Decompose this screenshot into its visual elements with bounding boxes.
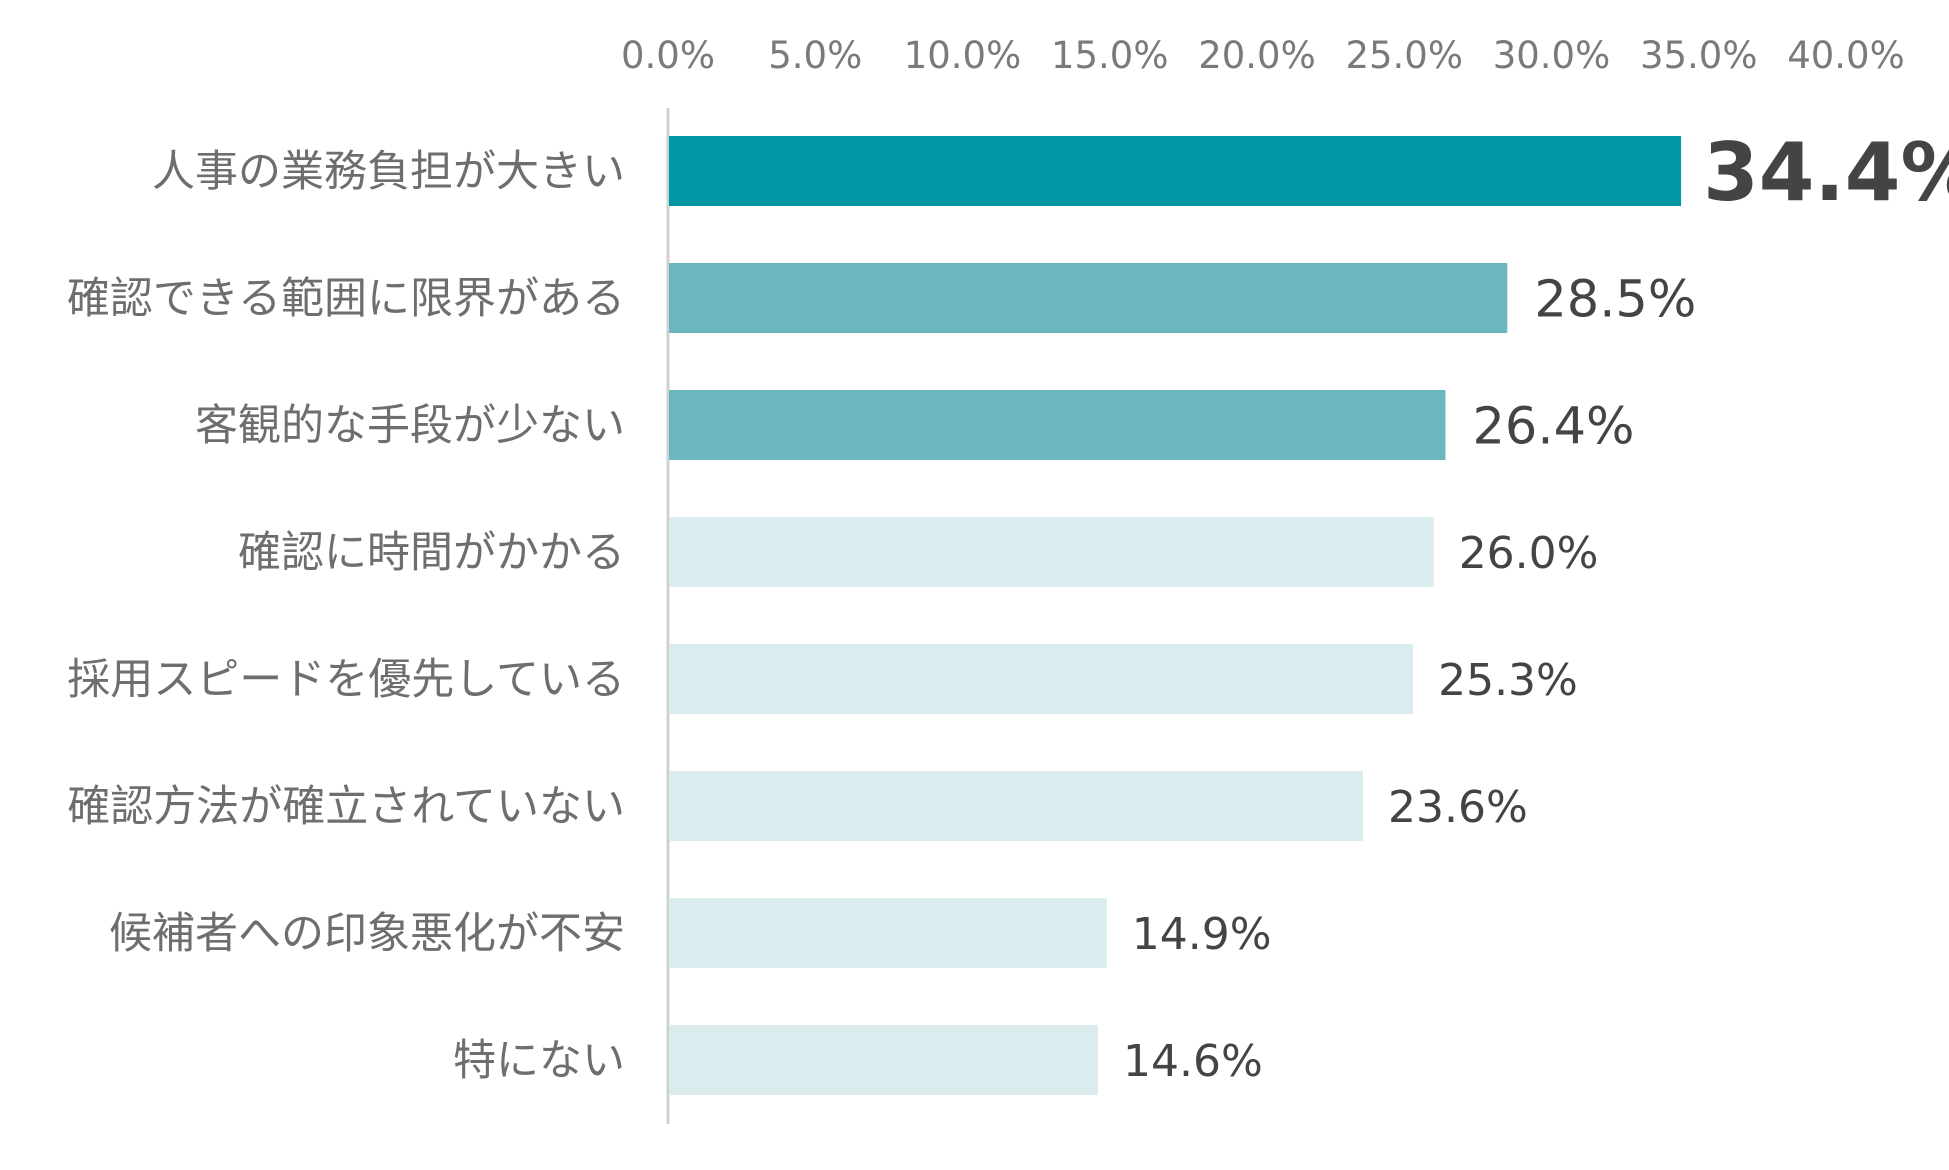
x-tick-label: 35.0% (1640, 34, 1758, 77)
value-label: 26.4% (1472, 397, 1634, 456)
bar (669, 898, 1107, 968)
x-axis-ticks: 0.0% 5.0% 10.0% 15.0% 20.0% 25.0% 30.0% 35.0% 40… (621, 34, 1905, 77)
value-label: 14.9% (1132, 909, 1272, 960)
x-tick-label: 25.0% (1345, 34, 1463, 77)
category-labels: 人事の業務負担が大きい確認できる範囲に限界がある客観的な手段が少ない確認に時間が… (67, 147, 625, 1086)
value-label: 26.0% (1459, 528, 1599, 579)
x-tick-label: 40.0% (1787, 34, 1905, 77)
category-label: 確認方法が確立されていない (67, 782, 625, 832)
x-tick-label: 10.0% (904, 34, 1022, 77)
category-label: 確認に時間がかかる (238, 528, 625, 578)
bars-group (669, 136, 1682, 1095)
value-labels: 34.4%28.5% 26.4% 26.0% 25.3% 23.6% 14.9% 14.6% (1123, 126, 1949, 1087)
value-label: 25.3% (1438, 655, 1578, 706)
bar (669, 1025, 1098, 1095)
bar (669, 263, 1508, 333)
category-label: 確認できる範囲に限界がある (67, 274, 625, 324)
category-label: 候補者への印象悪化が不安 (109, 909, 625, 959)
bar (669, 771, 1364, 841)
category-label: 採用スピードを優先している (67, 655, 625, 705)
value-label: 34.4% (1703, 126, 1949, 219)
x-tick-label: 15.0% (1051, 34, 1169, 77)
value-label: 23.6% (1388, 782, 1528, 833)
x-tick-label: 30.0% (1493, 34, 1611, 77)
category-label: 客観的な手段が少ない (195, 401, 625, 451)
bar (669, 136, 1682, 206)
x-tick-label: 5.0% (768, 34, 862, 77)
value-label: 28.5% (1534, 270, 1696, 329)
x-tick-label: 0.0% (621, 34, 715, 77)
x-tick-label: 20.0% (1198, 34, 1316, 77)
category-label: 特にない (453, 1036, 625, 1086)
value-label: 14.6% (1123, 1036, 1263, 1087)
bar (669, 644, 1414, 714)
category-label: 人事の業務負担が大きい (152, 147, 625, 197)
bar (669, 517, 1434, 587)
bar (669, 390, 1446, 460)
